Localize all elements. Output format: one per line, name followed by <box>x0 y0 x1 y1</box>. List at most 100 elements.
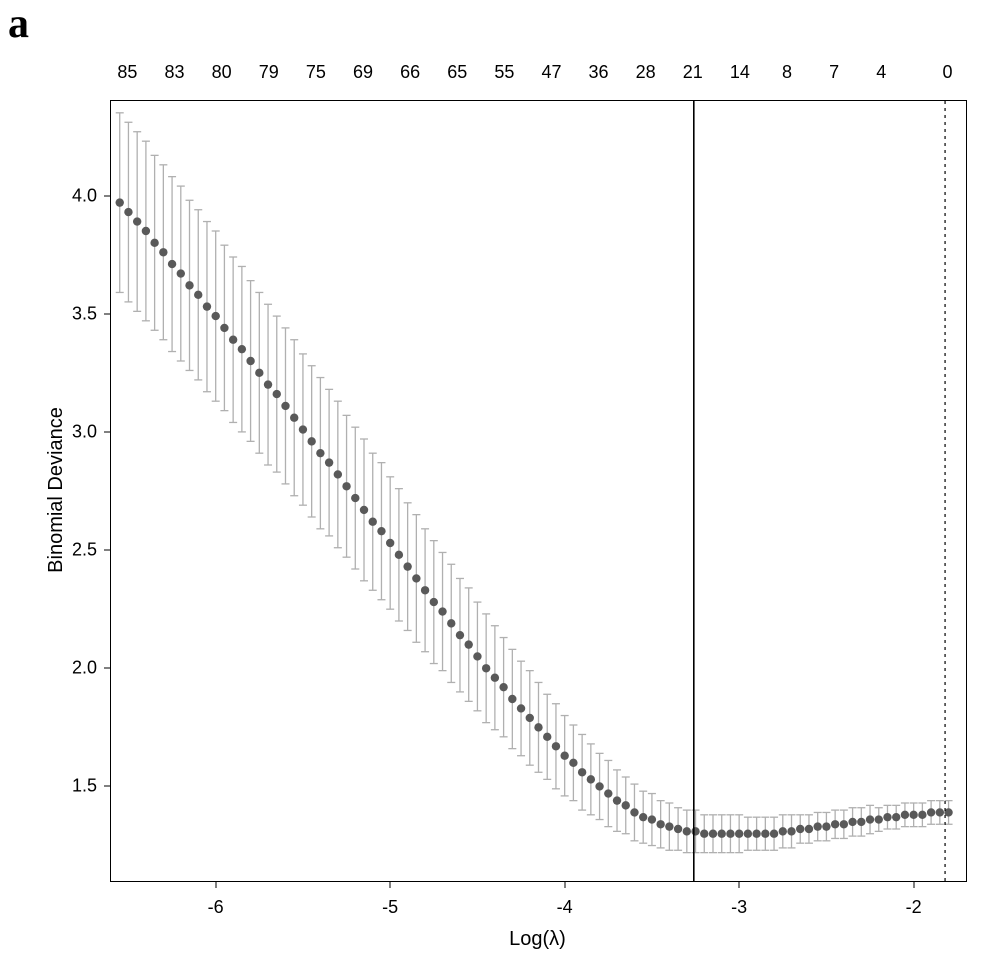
data-point <box>848 818 856 826</box>
top-axis-label: 80 <box>212 62 232 83</box>
data-point <box>499 683 507 691</box>
data-point <box>168 260 176 268</box>
data-point <box>238 345 246 353</box>
data-point <box>526 714 534 722</box>
data-point <box>159 248 167 256</box>
x-axis-label: Log(λ) <box>509 928 566 951</box>
data-point <box>307 437 315 445</box>
data-point <box>840 820 848 828</box>
data-point <box>124 208 132 216</box>
data-point <box>351 494 359 502</box>
y-tick-label: 2.5 <box>72 540 111 561</box>
y-tick-label: 1.5 <box>72 776 111 797</box>
data-point <box>595 782 603 790</box>
top-axis-label: 55 <box>494 62 514 83</box>
data-point <box>796 825 804 833</box>
data-point <box>534 723 542 731</box>
data-point <box>831 820 839 828</box>
data-point <box>552 742 560 750</box>
data-point <box>430 598 438 606</box>
plot-area: 1.52.02.53.03.54.0-6-5-4-3-2 <box>110 100 967 882</box>
data-point <box>377 527 385 535</box>
data-point <box>744 830 752 838</box>
data-point <box>211 312 219 320</box>
chart-svg <box>111 101 966 881</box>
data-point <box>936 808 944 816</box>
top-axis-label: 79 <box>259 62 279 83</box>
data-point <box>787 827 795 835</box>
top-axis-label: 7 <box>829 62 839 83</box>
data-point <box>700 830 708 838</box>
data-point <box>517 704 525 712</box>
data-point <box>587 775 595 783</box>
data-point <box>613 796 621 804</box>
y-tick-label: 3.5 <box>72 303 111 324</box>
data-point <box>203 302 211 310</box>
data-point <box>901 811 909 819</box>
data-point <box>857 818 865 826</box>
x-tick-label: -5 <box>382 881 398 918</box>
top-axis-label: 66 <box>400 62 420 83</box>
data-point <box>918 811 926 819</box>
data-point <box>691 827 699 835</box>
data-point <box>194 291 202 299</box>
data-point <box>726 830 734 838</box>
data-point <box>456 631 464 639</box>
data-point <box>560 752 568 760</box>
data-point <box>674 825 682 833</box>
data-point <box>412 574 420 582</box>
top-axis-label: 14 <box>730 62 750 83</box>
top-axis-label: 4 <box>876 62 886 83</box>
data-point <box>465 640 473 648</box>
y-tick-label: 2.0 <box>72 658 111 679</box>
x-tick-label: -6 <box>208 881 224 918</box>
data-point <box>805 825 813 833</box>
data-point <box>875 815 883 823</box>
data-point <box>770 830 778 838</box>
data-point <box>866 815 874 823</box>
data-point <box>360 506 368 514</box>
data-point <box>909 811 917 819</box>
top-axis-label: 85 <box>117 62 137 83</box>
y-tick-label: 3.0 <box>72 421 111 442</box>
data-point <box>630 808 638 816</box>
data-point <box>220 324 228 332</box>
data-point <box>543 733 551 741</box>
data-point <box>718 830 726 838</box>
data-point <box>761 830 769 838</box>
top-axis-label: 0 <box>943 62 953 83</box>
data-point <box>273 390 281 398</box>
data-point <box>813 822 821 830</box>
panel-letter: a <box>8 0 29 48</box>
data-point <box>185 281 193 289</box>
data-point <box>447 619 455 627</box>
figure: a 85838079756966655547362821148740 1.52.… <box>0 0 1000 975</box>
data-point <box>604 789 612 797</box>
y-axis-label: Binomial Deviance <box>45 407 68 573</box>
data-point <box>578 768 586 776</box>
top-axis-label: 47 <box>541 62 561 83</box>
data-point <box>438 607 446 615</box>
data-point <box>473 652 481 660</box>
y-tick-label: 4.0 <box>72 185 111 206</box>
data-point <box>386 539 394 547</box>
data-point <box>421 586 429 594</box>
data-point <box>709 830 717 838</box>
data-point <box>369 518 377 526</box>
top-axis-label: 65 <box>447 62 467 83</box>
x-tick-label: -2 <box>906 881 922 918</box>
data-point <box>334 470 342 478</box>
data-point <box>569 759 577 767</box>
data-point <box>622 801 630 809</box>
data-point <box>822 822 830 830</box>
data-point <box>752 830 760 838</box>
top-axis-label: 83 <box>165 62 185 83</box>
top-axis: 85838079756966655547362821148740 <box>110 62 965 92</box>
data-point <box>316 449 324 457</box>
data-point <box>246 357 254 365</box>
data-point <box>491 674 499 682</box>
data-point <box>177 269 185 277</box>
top-axis-label: 28 <box>636 62 656 83</box>
data-point <box>116 198 124 206</box>
data-point <box>290 414 298 422</box>
